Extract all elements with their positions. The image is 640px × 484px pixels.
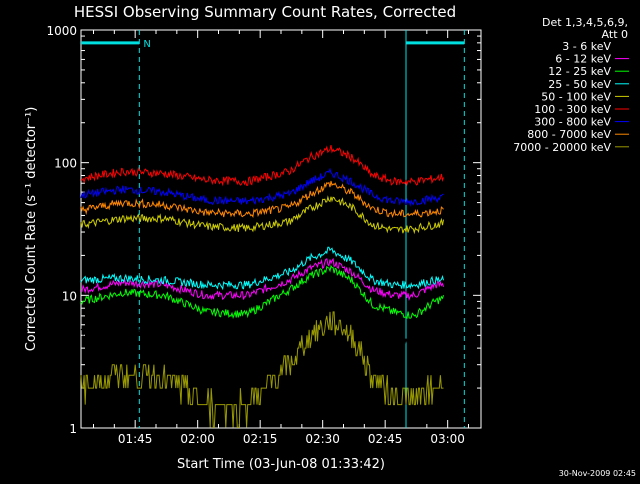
- series-group: [80, 144, 444, 428]
- axis-ticks: 1 10 100 1000 01:45 02:00 02:15 02:30 02:45 03:00: [46, 24, 481, 446]
- series-line: [80, 311, 444, 428]
- legend-header: Att 0: [602, 28, 628, 41]
- series-line: [80, 257, 444, 301]
- x-tick-label: 02:00: [180, 432, 215, 446]
- x-tick-label: 01:45: [118, 432, 153, 446]
- legend-entry-label: 6 - 12 keV: [555, 53, 611, 66]
- series-line: [80, 167, 444, 207]
- x-tick-label: 02:15: [243, 432, 278, 446]
- legend-entry-label: 800 - 7000 keV: [527, 128, 611, 141]
- series-line: [80, 270, 444, 348]
- legend-entry-label: 12 - 25 keV: [548, 65, 611, 78]
- footer-timestamp: 30-Nov-2009 02:45: [559, 469, 636, 478]
- series-line: [80, 264, 444, 320]
- y-axis-label: Corrected Count Rate (s⁻¹ detector⁻¹): [24, 107, 39, 352]
- legend-entry-label: 25 - 50 keV: [548, 78, 611, 91]
- x-tick-label: 02:45: [368, 432, 403, 446]
- series-line: [80, 180, 444, 218]
- legend-entry-label: 3 - 6 keV: [562, 40, 611, 53]
- legend-entry-label: 300 - 800 keV: [534, 116, 611, 129]
- chart-title: HESSI Observing Summary Count Rates, Cor…: [74, 3, 456, 21]
- x-axis-label: Start Time (03-Jun-08 01:33:42): [177, 457, 385, 472]
- legend-entry-label: 50 - 100 keV: [541, 90, 611, 103]
- orbit-bar-label: N: [143, 39, 150, 50]
- x-tick-label: 02:30: [305, 432, 340, 446]
- series-line: [80, 246, 444, 291]
- y-tick-label: 10: [62, 289, 77, 303]
- legend-entry-label: 7000 - 20000 keV: [513, 141, 611, 154]
- y-tick-label: 1: [69, 422, 77, 436]
- y-tick-label: 1000: [46, 24, 77, 38]
- legend-header: Det 1,3,4,5,6,9,: [542, 16, 628, 29]
- series-line: [80, 144, 444, 187]
- x-tick-label: 03:00: [430, 432, 465, 446]
- legend-entry-label: 100 - 300 keV: [534, 103, 611, 116]
- series-line: [80, 195, 444, 235]
- y-tick-label: 100: [54, 157, 77, 171]
